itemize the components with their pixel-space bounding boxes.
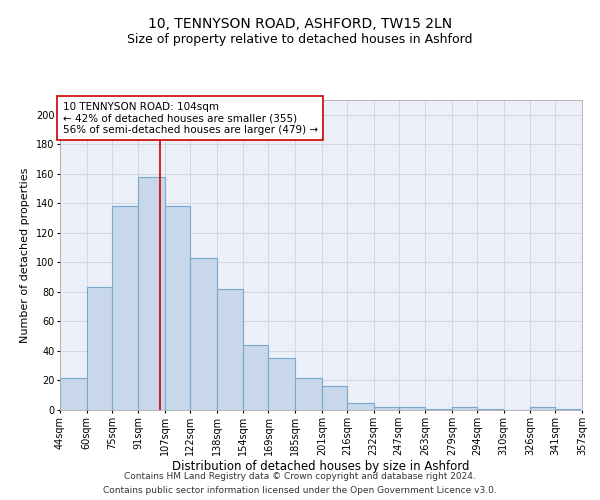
Text: 10, TENNYSON ROAD, ASHFORD, TW15 2LN: 10, TENNYSON ROAD, ASHFORD, TW15 2LN xyxy=(148,18,452,32)
Bar xyxy=(556,408,580,410)
Bar xyxy=(322,386,347,410)
Bar xyxy=(452,407,477,410)
Bar xyxy=(217,289,244,410)
Bar xyxy=(244,345,268,410)
Text: Contains public sector information licensed under the Open Government Licence v3: Contains public sector information licen… xyxy=(103,486,497,495)
Bar xyxy=(139,177,165,410)
Bar xyxy=(347,402,374,410)
Bar xyxy=(190,258,217,410)
Bar xyxy=(60,378,86,410)
Text: Size of property relative to detached houses in Ashford: Size of property relative to detached ho… xyxy=(127,32,473,46)
Bar xyxy=(112,206,139,410)
Bar xyxy=(86,288,112,410)
Bar xyxy=(268,358,295,410)
Y-axis label: Number of detached properties: Number of detached properties xyxy=(20,168,31,342)
X-axis label: Distribution of detached houses by size in Ashford: Distribution of detached houses by size … xyxy=(172,460,470,473)
Bar xyxy=(530,407,556,410)
Bar xyxy=(165,206,190,410)
Bar xyxy=(374,407,398,410)
Text: 10 TENNYSON ROAD: 104sqm
← 42% of detached houses are smaller (355)
56% of semi-: 10 TENNYSON ROAD: 104sqm ← 42% of detach… xyxy=(62,102,318,134)
Bar xyxy=(477,408,503,410)
Bar xyxy=(398,407,425,410)
Text: Contains HM Land Registry data © Crown copyright and database right 2024.: Contains HM Land Registry data © Crown c… xyxy=(124,472,476,481)
Bar xyxy=(425,408,452,410)
Bar xyxy=(295,378,322,410)
